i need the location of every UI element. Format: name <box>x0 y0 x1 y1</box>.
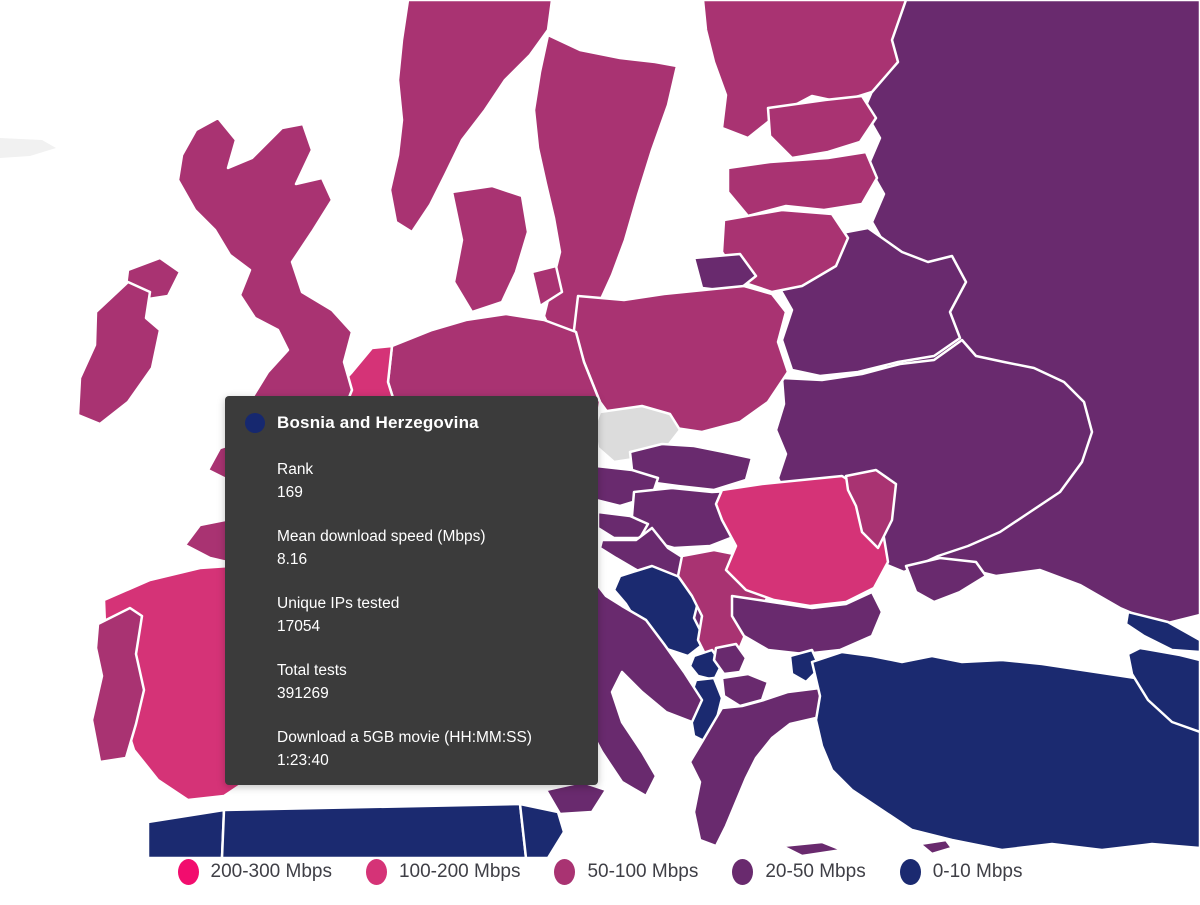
country-marker-dot <box>245 413 265 433</box>
legend-dot-50-100 <box>554 859 576 885</box>
country-azerbaijan[interactable] <box>1126 646 1200 734</box>
field-label: Total tests <box>277 662 347 679</box>
country-greece-crete[interactable] <box>780 840 844 858</box>
country-georgia[interactable] <box>1124 610 1200 654</box>
legend-background <box>0 858 1200 900</box>
country-bulgaria[interactable] <box>730 590 884 656</box>
country-turkey[interactable] <box>810 650 1200 852</box>
legend-label: 200-300 Mbps <box>210 861 332 882</box>
legend-item-0-10[interactable]: 0-10 Mbps <box>899 859 1023 885</box>
country-crimea[interactable] <box>904 556 988 604</box>
country-edge-landmass <box>0 138 56 158</box>
field-label: Unique IPs tested <box>277 595 400 612</box>
country-kaliningrad[interactable] <box>692 252 758 294</box>
field-label: Mean download speed (Mbps) <box>277 528 486 545</box>
country-greece[interactable] <box>688 686 864 848</box>
country-ireland[interactable] <box>76 280 162 426</box>
tooltip-body: Rank 169 Mean download speed (Mbps) 8.16… <box>225 433 598 772</box>
speed-legend: 200-300 Mbps 100-200 Mbps 50-100 Mbps 20… <box>0 850 1200 894</box>
country-latvia[interactable] <box>726 150 879 218</box>
legend-label: 50-100 Mbps <box>587 861 699 882</box>
legend-dot-200-300 <box>177 859 199 885</box>
tooltip-header: Bosnia and Herzegovina <box>225 396 598 433</box>
country-tooltip: Bosnia and Herzegovina Rank 169 Mean dow… <box>225 396 598 785</box>
legend-dot-0-10 <box>899 859 921 885</box>
legend-dot-100-200 <box>365 859 387 885</box>
tooltip-field-mean-speed: Mean download speed (Mbps) 8.16 <box>277 525 578 571</box>
country-romania[interactable] <box>714 474 890 608</box>
country-kosovo[interactable] <box>712 642 748 676</box>
tooltip-field-total-tests: Total tests 391269 <box>277 659 578 705</box>
field-value: 391269 <box>277 685 329 702</box>
legend-label: 0-10 Mbps <box>932 861 1023 882</box>
country-cyprus[interactable] <box>918 838 954 856</box>
country-denmark-zealand[interactable] <box>530 264 564 308</box>
field-label: Rank <box>277 461 314 478</box>
tooltip-field-rank: Rank 169 <box>277 458 578 504</box>
country-turkey-thrace[interactable] <box>788 648 822 684</box>
country-portugal[interactable] <box>90 606 146 764</box>
legend-item-100-200[interactable]: 100-200 Mbps <box>365 859 521 885</box>
country-moldova[interactable] <box>844 468 898 550</box>
country-denmark[interactable] <box>450 184 530 314</box>
field-value: 8.16 <box>277 551 308 568</box>
country-estonia[interactable] <box>766 94 878 160</box>
legend-label: 100-200 Mbps <box>398 861 521 882</box>
field-value: 17054 <box>277 618 321 635</box>
country-norway[interactable] <box>388 0 554 234</box>
legend-item-200-300[interactable]: 200-300 Mbps <box>177 859 332 885</box>
tooltip-field-movie-time: Download a 5GB movie (HH:MM:SS) 1:23:40 <box>277 726 578 772</box>
field-label: Download a 5GB movie (HH:MM:SS) <box>277 729 532 746</box>
field-value: 169 <box>277 484 303 501</box>
legend-item-20-50[interactable]: 20-50 Mbps <box>732 859 866 885</box>
legend-label: 20-50 Mbps <box>765 861 866 882</box>
legend-dot-20-50 <box>732 859 754 885</box>
field-value: 1:23:40 <box>277 752 329 769</box>
tooltip-country-name: Bosnia and Herzegovina <box>277 413 479 432</box>
country-tunisia[interactable] <box>518 802 566 860</box>
tooltip-field-unique-ips: Unique IPs tested 17054 <box>277 592 578 638</box>
legend-item-50-100[interactable]: 50-100 Mbps <box>554 859 698 885</box>
